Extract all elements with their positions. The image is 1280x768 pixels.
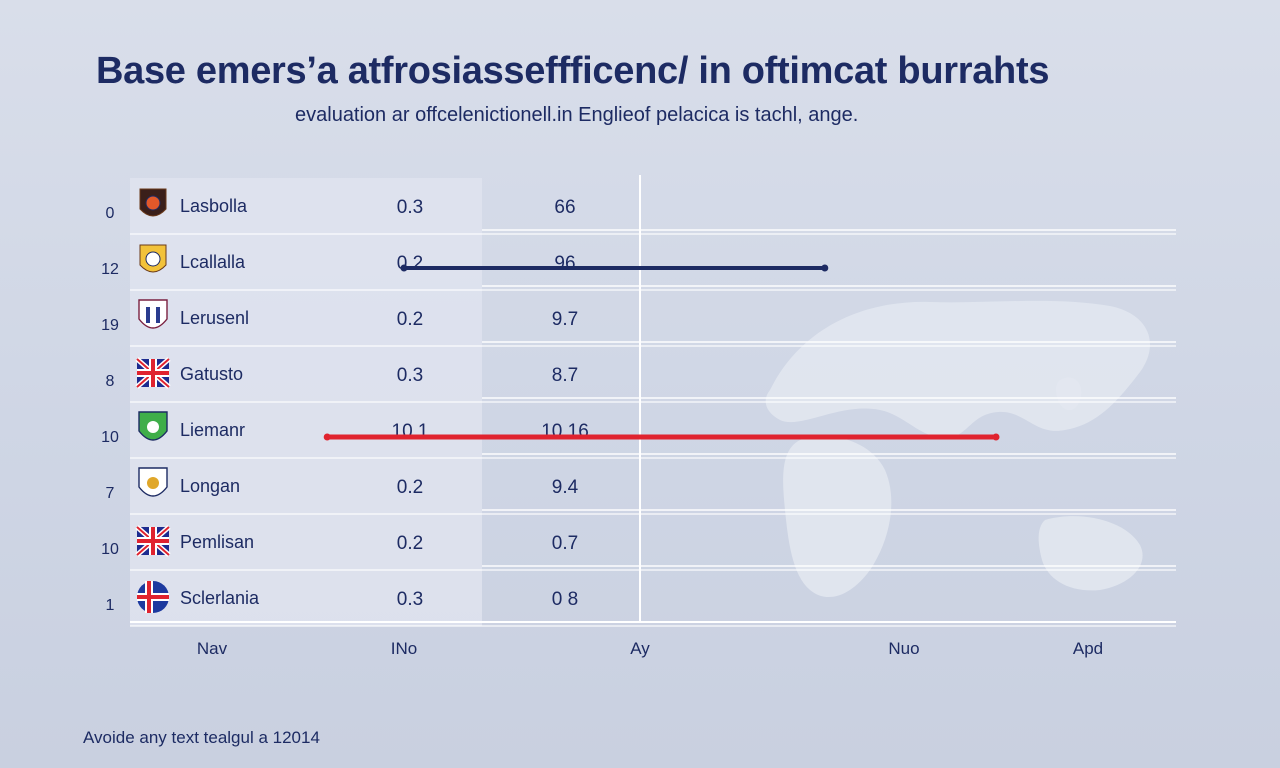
x-tick-label: Apd (1073, 639, 1103, 658)
team-name: Lasbolla (180, 196, 248, 216)
table-row: 12 Lcallalla 0.2 96 (101, 244, 1176, 291)
value-col-1: 0.2 (397, 309, 423, 330)
union-flag-icon (135, 525, 171, 557)
crest-icon (139, 188, 167, 217)
row-rank: 0 (106, 205, 115, 222)
chart-subtitle: evaluation ar offcelenictionell.in Engli… (295, 104, 859, 126)
value-col-1: 0.2 (397, 253, 423, 274)
table-row: 10 Pemlisan 0.2 0.7 (101, 525, 1176, 571)
shield-icon (138, 411, 168, 441)
team-name: Sclerlania (180, 588, 260, 608)
value-col-1: 0.2 (397, 477, 423, 498)
highlight-line (400, 264, 829, 272)
x-tick-label: INo (391, 639, 417, 658)
team-name: Liemanr (180, 420, 245, 440)
row-rank: 8 (106, 373, 115, 390)
value-col-1: 0.3 (397, 365, 423, 386)
chart-title: Base emers’a atfrosiasseffficenc/ in oft… (96, 50, 1050, 92)
team-name: Longan (180, 476, 240, 496)
table-row: 19 Lerusenl 0.2 9.7 (101, 299, 1176, 347)
row-rank: 10 (101, 429, 119, 446)
row-rank: 19 (101, 317, 119, 334)
row-rank: 1 (106, 597, 115, 614)
value-col-1: 0.2 (397, 533, 423, 554)
value-col-2: 9.4 (552, 477, 579, 498)
team-name: Lcallalla (180, 252, 246, 272)
shield-icon (138, 299, 168, 329)
value-col-2: 96 (554, 253, 575, 274)
row-rank: 10 (101, 541, 119, 558)
crest-icon (139, 244, 167, 273)
shield-icon (138, 467, 168, 497)
value-col-2: 0.7 (552, 533, 578, 554)
x-tick-label: Ay (630, 639, 650, 658)
row-rank: 12 (101, 261, 119, 278)
table-row: 8 Gatusto 0.3 8.7 (106, 357, 1176, 403)
value-col-1: 0.3 (397, 589, 423, 610)
value-col-2: 8.7 (552, 365, 578, 386)
nordic-flag-icon (137, 581, 169, 613)
x-tick-label: Nuo (888, 639, 919, 658)
table-row: 7 Longan 0.2 9.4 (106, 467, 1176, 515)
team-name: Lerusenl (180, 308, 249, 328)
highlight-line (323, 433, 1000, 441)
value-col-2: 0 8 (552, 589, 578, 610)
value-col-2: 9.7 (552, 309, 578, 330)
world-map-background (765, 300, 1150, 598)
value-col-1: 0.3 (397, 197, 423, 218)
team-name: Pemlisan (180, 532, 254, 552)
chart-footnote: Avoide any text tealgul a 12014 (83, 728, 320, 747)
table-row: 0 Lasbolla 0.3 66 (106, 188, 1176, 235)
value-col-2: 66 (554, 197, 575, 218)
x-tick-label: Nav (197, 639, 228, 658)
row-rank: 7 (106, 485, 115, 502)
team-name: Gatusto (180, 364, 243, 384)
union-flag-icon (135, 357, 171, 389)
